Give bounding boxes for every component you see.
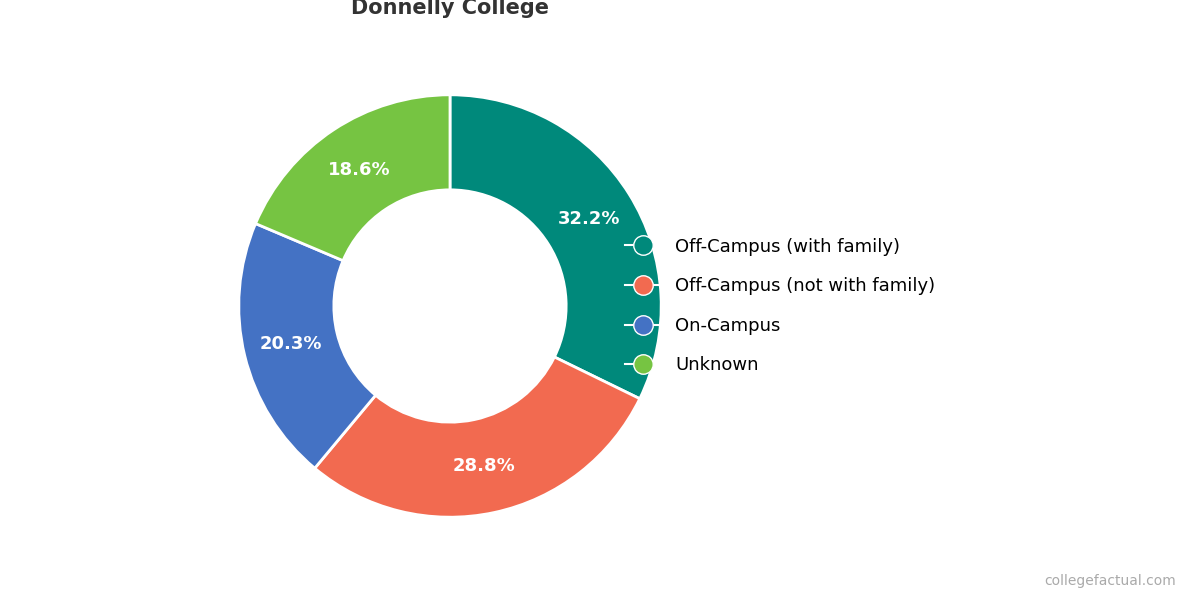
- Text: collegefactual.com: collegefactual.com: [1044, 574, 1176, 588]
- Wedge shape: [256, 95, 450, 260]
- Legend: Off-Campus (with family), Off-Campus (not with family), On-Campus, Unknown: Off-Campus (with family), Off-Campus (no…: [618, 230, 942, 382]
- Text: 32.2%: 32.2%: [558, 211, 620, 229]
- Text: 20.3%: 20.3%: [259, 335, 322, 353]
- Text: 28.8%: 28.8%: [452, 457, 516, 475]
- Wedge shape: [314, 357, 640, 517]
- Text: 18.6%: 18.6%: [329, 161, 391, 179]
- Wedge shape: [450, 95, 661, 399]
- Title: Freshmen Living Arrangements at
Donnelly College: Freshmen Living Arrangements at Donnelly…: [250, 0, 650, 18]
- Wedge shape: [239, 224, 376, 468]
